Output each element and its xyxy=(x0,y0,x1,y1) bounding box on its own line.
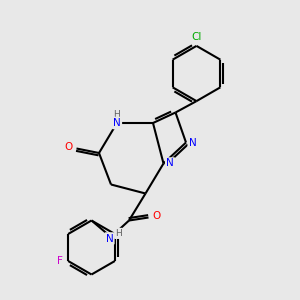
Text: H: H xyxy=(114,110,120,119)
Text: F: F xyxy=(57,256,63,266)
Text: H: H xyxy=(115,229,122,238)
Text: Cl: Cl xyxy=(191,32,202,43)
Text: O: O xyxy=(153,211,161,221)
Text: N: N xyxy=(113,118,121,128)
Text: N: N xyxy=(106,233,113,244)
Text: O: O xyxy=(64,142,72,152)
Text: N: N xyxy=(189,137,196,148)
Text: N: N xyxy=(166,158,174,169)
